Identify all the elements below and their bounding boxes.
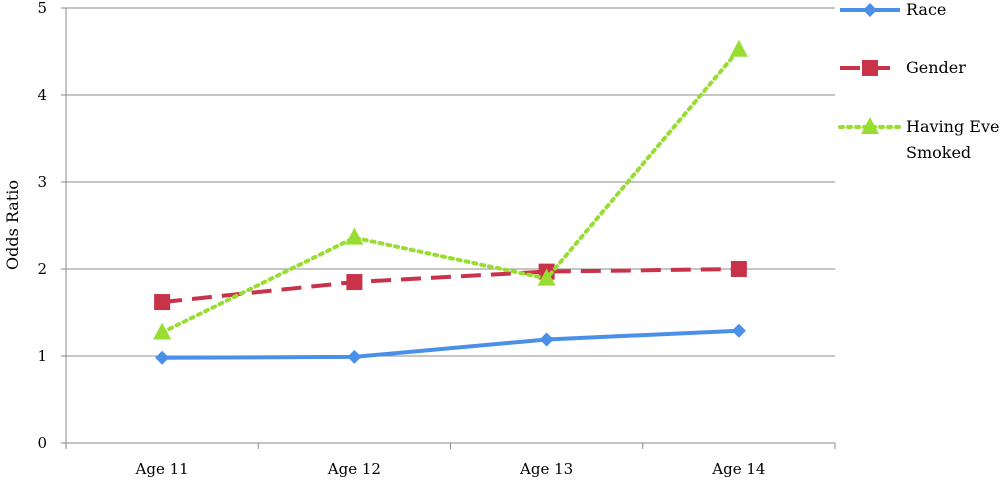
series-2-point-1 bbox=[345, 227, 364, 245]
x-tick-label-0: Age 11 bbox=[135, 460, 189, 478]
series-2-point-0 bbox=[153, 322, 172, 340]
legend: Race Gender Having Ever Smoked bbox=[838, 0, 1000, 162]
x-tick-label-3: Age 14 bbox=[711, 460, 765, 478]
series-2-point-3 bbox=[729, 39, 748, 57]
legend-item-1: Gender bbox=[840, 58, 966, 77]
series-line-2 bbox=[160, 47, 741, 335]
y-tick-label-0: 0 bbox=[37, 434, 47, 452]
series-1-point-0 bbox=[154, 294, 171, 311]
y-tick-label-5: 5 bbox=[37, 0, 47, 17]
legend-swatch-marker-1 bbox=[862, 60, 878, 76]
x-axis-ticks: Age 11 Age 12 Age 13 Age 14 bbox=[65, 443, 836, 478]
legend-item-2: Having Ever Smoked bbox=[838, 117, 1000, 162]
y-tick-label-4: 4 bbox=[37, 86, 47, 104]
legend-swatch-marker-0 bbox=[863, 3, 877, 17]
x-tick-label-2: Age 13 bbox=[519, 460, 573, 478]
series-1 bbox=[154, 261, 747, 311]
series-0-point-0 bbox=[155, 350, 170, 365]
y-tick-label-1: 1 bbox=[37, 347, 47, 365]
legend-label-0: Race bbox=[906, 0, 946, 19]
legend-label-2: Having Ever Smoked bbox=[906, 117, 1000, 162]
legend-swatch-marker-2 bbox=[861, 117, 879, 134]
gridlines bbox=[66, 7, 835, 357]
x-tick-label-1: Age 12 bbox=[327, 460, 381, 478]
series-1-point-1 bbox=[346, 274, 363, 291]
legend-label-1: Gender bbox=[906, 58, 966, 77]
y-tick-label-3: 3 bbox=[37, 173, 47, 191]
series-line-0 bbox=[162, 328, 739, 360]
y-axis-ticks: 0 1 2 3 4 5 bbox=[37, 0, 66, 452]
series-0 bbox=[155, 323, 746, 365]
legend-item-0: Race bbox=[840, 0, 946, 19]
y-axis-title: Odds Ratio bbox=[3, 180, 22, 270]
series-2 bbox=[153, 39, 748, 340]
series-layer bbox=[153, 39, 748, 365]
series-0-point-2 bbox=[539, 332, 554, 347]
series-1-point-3 bbox=[730, 261, 747, 277]
series-0-point-1 bbox=[347, 349, 362, 364]
series-2-point-2 bbox=[537, 268, 556, 286]
series-0-point-3 bbox=[731, 323, 746, 338]
y-tick-label-2: 2 bbox=[37, 260, 47, 278]
series-line-1 bbox=[161, 267, 739, 305]
